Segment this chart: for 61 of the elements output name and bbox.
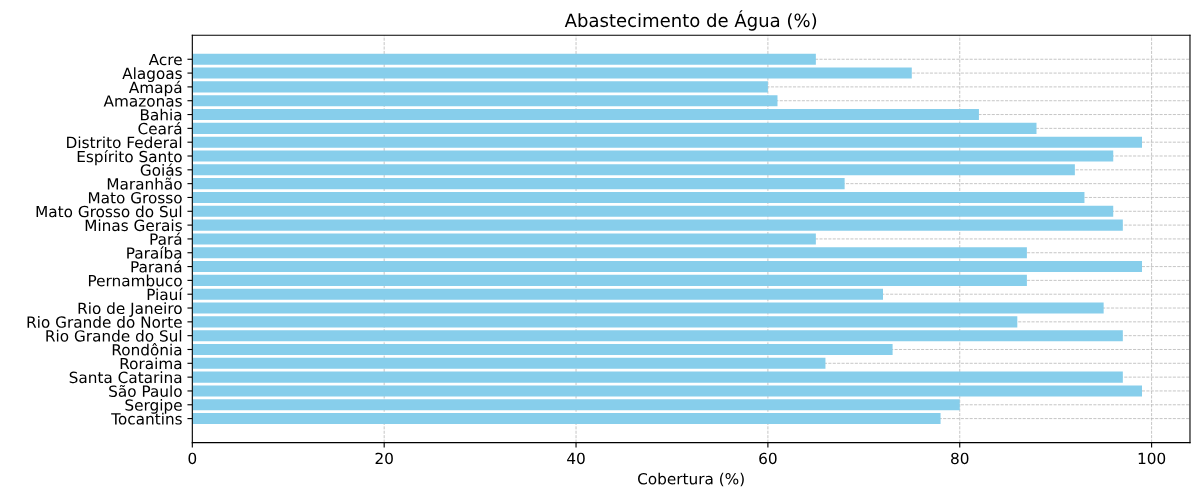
bar (192, 53, 816, 65)
bar (192, 81, 768, 93)
x-axis-title: Cobertura (%) (638, 472, 744, 487)
y-tick-label: Maranhão (107, 177, 182, 190)
y-tick-label: Mato Grosso do Sul (36, 205, 182, 218)
bar (192, 109, 979, 121)
y-tick-label: Ceará (138, 121, 182, 135)
y-tick-label: Santa Catarina (69, 371, 182, 384)
bar (192, 67, 912, 79)
bar (192, 413, 941, 425)
bar (192, 205, 1114, 217)
bar (192, 247, 1027, 259)
bar (192, 288, 884, 300)
bar (192, 302, 1104, 314)
x-tick-label: 100 (1138, 452, 1166, 465)
bar (192, 357, 826, 369)
y-tick-label: Distrito Federal (67, 136, 182, 149)
y-tick-label: Sergipe (125, 398, 182, 414)
bar (192, 219, 1123, 231)
y-tick-label: São Paulo (109, 384, 182, 397)
x-tick-label: 20 (375, 452, 393, 465)
bar (192, 261, 1143, 273)
y-tick-label: Acre (148, 53, 182, 66)
y-tick-label: Rio Grande do Sul (46, 329, 182, 342)
y-tick-label: Mato Grosso (88, 191, 182, 204)
bar (192, 191, 1085, 203)
x-tick-label: 60 (759, 452, 777, 465)
bar (192, 343, 893, 356)
y-tick-label: Piauí (147, 287, 183, 301)
y-tick-label: Amazonas (103, 95, 182, 107)
y-tick-label: Bahia (140, 108, 182, 121)
x-tick-label: 40 (567, 452, 585, 465)
y-tick-label: Amapá (128, 80, 182, 97)
y-tick-label: Alagoas (122, 67, 182, 83)
y-tick-label: Paraíba (127, 246, 182, 259)
y-tick-label: Pernambuco (88, 274, 182, 287)
bar (192, 385, 1143, 397)
bar (192, 178, 845, 190)
bar (192, 233, 816, 245)
bar (192, 122, 1037, 134)
y-tick-label: Paraná (131, 260, 182, 273)
bar (192, 150, 1114, 162)
y-tick-label: Rio Grande do Norte (27, 316, 182, 328)
x-tick-label: 80 (951, 452, 969, 465)
bar (192, 274, 1027, 286)
y-tick-label: Tocantins (111, 412, 182, 425)
bar (192, 330, 1123, 342)
y-tick-label: Goiás (140, 163, 182, 176)
chart-title: Abastecimento de Água (%) (564, 10, 817, 31)
bar (192, 95, 778, 107)
y-tick-label: Pará (150, 232, 182, 245)
bar (192, 136, 1143, 148)
y-tick-label: Rondônia (112, 343, 182, 356)
x-tick-label: 0 (188, 452, 197, 465)
y-tick-label: Rio de Janeiro (78, 302, 182, 317)
y-tick-label: Minas Gerais (85, 219, 182, 232)
bar (192, 399, 960, 411)
bar (192, 316, 1018, 328)
y-tick-label: Roraima (120, 357, 182, 370)
bar (192, 164, 1075, 176)
bar (192, 371, 1123, 383)
